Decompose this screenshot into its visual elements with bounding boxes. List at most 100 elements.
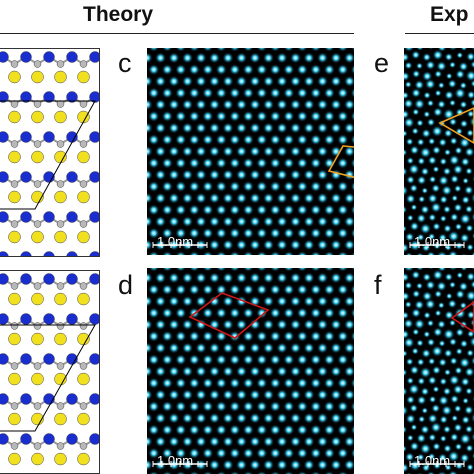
metal-atom [43,251,55,256]
metal-atom [0,251,9,256]
lattice-spot [303,52,315,64]
lattice-spot [208,52,221,64]
lattice-spot [229,87,241,99]
lattice-spot [289,318,302,331]
lattice-spot [453,184,462,193]
carbon-atom [56,322,65,330]
lattice-spot [337,470,348,474]
lattice-spot [235,412,248,424]
lattice-spot [303,215,315,228]
metal-atom [0,273,9,285]
lattice-spot [147,239,153,251]
lattice-spot [405,137,414,146]
lattice-spot [175,227,187,239]
lattice-spot [350,447,354,459]
lattice-spot [421,407,429,415]
lattice-spot [222,318,234,331]
lattice-spot [337,330,349,342]
lattice-spot [215,268,227,272]
lattice-spot [303,75,315,87]
lattice-spot [276,272,288,284]
lattice-spot [438,175,449,186]
sulfur-atom [31,292,44,306]
lattice-spot [235,318,248,331]
lattice-spot [181,52,194,64]
lattice-spot [449,432,459,442]
sulfur-atom [31,332,44,346]
lattice-spot [350,227,354,239]
lattice-spot [406,175,416,185]
lattice-spot [431,345,444,358]
lattice-spot [222,435,234,448]
lattice-spot [411,347,419,355]
lattice-spot [188,180,200,193]
lattice-spot [195,272,207,284]
lattice-spot [323,283,335,296]
lattice-spot [147,98,153,111]
lattice-spot [195,342,207,354]
lattice-spot [208,389,221,401]
lattice-spot [276,239,288,251]
lattice-spot [276,192,288,204]
metal-atom [89,171,99,183]
sulfur-atom [8,190,21,204]
lattice-spot [404,452,415,462]
lattice-spot [269,180,281,193]
lattice-spot [276,169,288,181]
lattice-spot [154,459,167,471]
lattice-spot [316,389,329,401]
lattice-spot [423,311,431,320]
lattice-spot [411,127,419,135]
lattice-spot [289,295,302,307]
lattice-spot [229,134,241,146]
lattice-spot [310,250,322,255]
lattice-spot [466,51,474,62]
lattice-spot [175,180,187,193]
lattice-spot [276,342,288,354]
lattice-spot [427,193,438,204]
lattice-spot [229,330,241,342]
lattice-spot [235,145,248,158]
lattice-spot [470,412,474,424]
lattice-spot [148,134,160,146]
lattice-spot [249,215,261,228]
lattice-spot [343,98,354,111]
lattice-spot [195,389,207,401]
lattice-spot [404,80,412,89]
lattice-spot [296,424,308,436]
structure-panel-bottom [0,270,100,474]
carbon-atom [56,60,65,68]
lattice-spot [337,250,349,255]
carbon-atom [56,402,65,410]
lattice-spot [330,122,342,134]
lattice-spot [175,424,187,436]
lattice-spot [229,63,241,76]
lattice-spot [411,50,421,60]
lattice-spot [434,309,442,317]
lattice-spot [168,342,180,354]
lattice-spot [406,434,414,442]
lattice-spot [269,157,281,169]
lattice-spot [448,48,458,51]
lattice-spot [148,157,160,169]
lattice-spot [195,169,207,181]
lattice-spot [459,339,469,348]
lattice-spot [461,195,471,205]
lattice-spot [202,283,214,296]
lattice-spot [303,295,315,307]
metal-atom [20,433,32,445]
lattice-spot [188,354,200,366]
lattice-spot [448,319,457,327]
lattice-spot [242,283,254,296]
lattice-spot [423,110,431,118]
lattice-spot [436,280,447,292]
lattice-spot [154,342,167,354]
lattice-spot [448,337,458,347]
lattice-spot [323,447,335,459]
lattice-spot [208,215,221,228]
lattice-spot [316,412,329,424]
lattice-spot [330,318,342,331]
lattice-spot [256,330,268,342]
sulfur-atom [8,230,21,244]
sulfur-atom [77,332,90,346]
